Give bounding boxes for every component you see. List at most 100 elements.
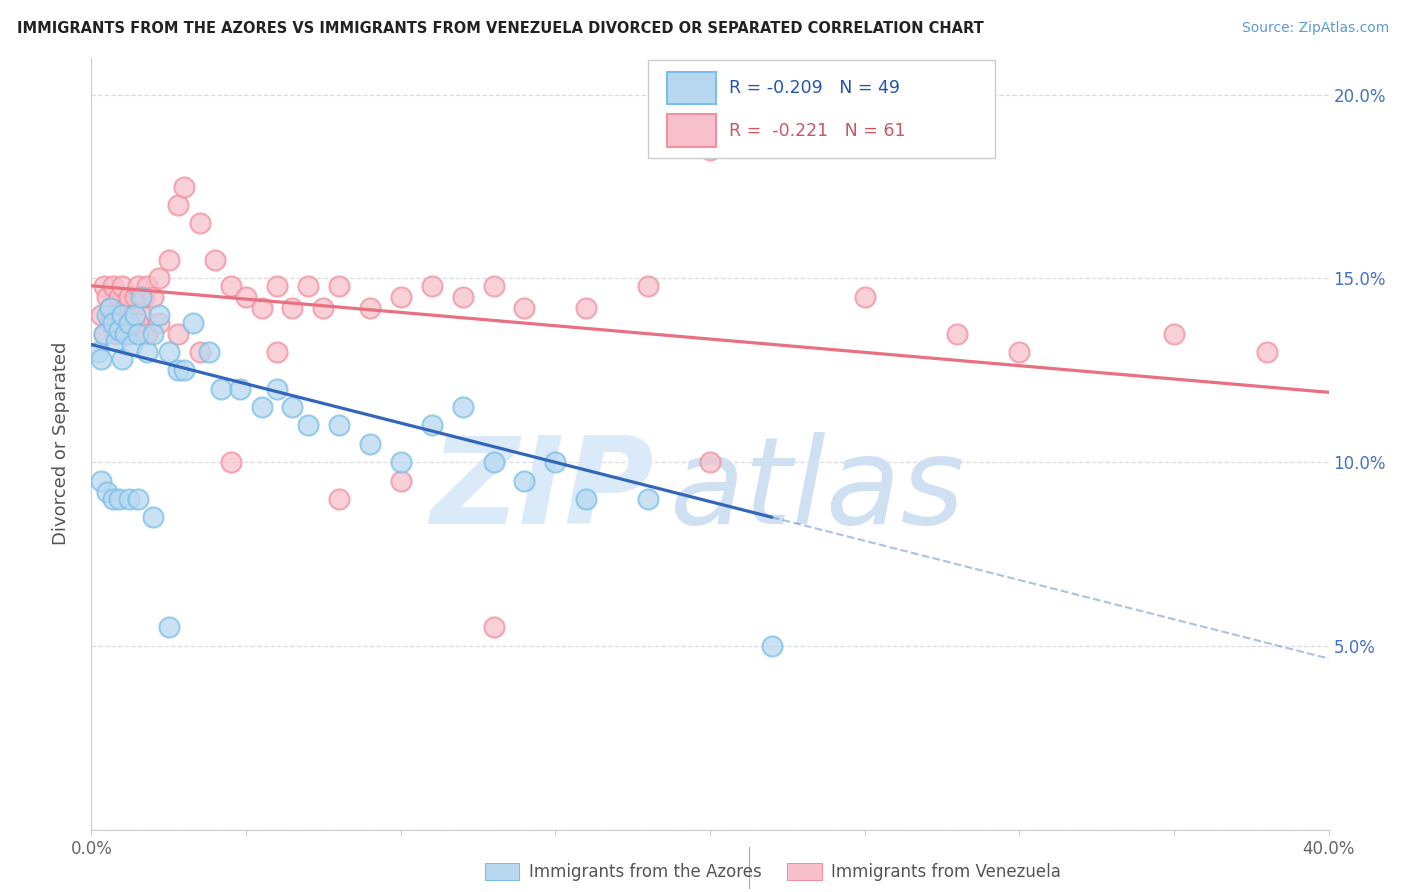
Point — [637, 278, 659, 293]
Point — [108, 491, 131, 506]
Text: ZIP: ZIP — [430, 432, 654, 549]
Point — [359, 436, 381, 450]
Point — [142, 326, 165, 341]
Point — [204, 253, 226, 268]
Point — [136, 345, 159, 359]
Point — [266, 278, 288, 293]
Point — [328, 278, 350, 293]
Point — [761, 639, 783, 653]
Point — [312, 301, 335, 315]
Point — [173, 363, 195, 377]
Point — [105, 326, 128, 341]
Point — [101, 316, 124, 330]
Point — [699, 143, 721, 157]
Point — [142, 510, 165, 524]
Point — [266, 382, 288, 396]
Point — [281, 400, 304, 414]
Point — [96, 308, 118, 322]
Point — [101, 278, 124, 293]
Text: Immigrants from the Azores: Immigrants from the Azores — [529, 863, 762, 881]
Point — [136, 278, 159, 293]
Point — [209, 382, 232, 396]
Point — [451, 290, 474, 304]
Text: IMMIGRANTS FROM THE AZORES VS IMMIGRANTS FROM VENEZUELA DIVORCED OR SEPARATED CO: IMMIGRANTS FROM THE AZORES VS IMMIGRANTS… — [17, 21, 984, 36]
Point — [132, 290, 155, 304]
Point — [389, 455, 412, 469]
FancyBboxPatch shape — [666, 114, 716, 147]
Point — [853, 290, 876, 304]
Point — [637, 491, 659, 506]
Point — [544, 455, 567, 469]
Point — [699, 455, 721, 469]
Point — [513, 474, 536, 488]
Point — [111, 278, 134, 293]
Point — [167, 363, 190, 377]
Point — [183, 316, 205, 330]
Point — [219, 455, 242, 469]
Point — [93, 278, 115, 293]
Point — [90, 352, 112, 367]
Point — [482, 620, 505, 634]
Point — [127, 316, 149, 330]
Point — [117, 491, 139, 506]
Point — [127, 278, 149, 293]
Point — [1163, 326, 1185, 341]
Y-axis label: Divorced or Separated: Divorced or Separated — [52, 343, 70, 545]
Point — [93, 326, 115, 341]
Point — [173, 179, 195, 194]
Point — [297, 418, 319, 433]
Point — [188, 216, 211, 230]
Point — [188, 345, 211, 359]
Point — [108, 323, 131, 337]
Point — [250, 400, 273, 414]
Point — [93, 326, 115, 341]
Point — [108, 290, 131, 304]
Point — [111, 316, 134, 330]
Point — [482, 278, 505, 293]
Point — [98, 316, 121, 330]
Point — [148, 316, 170, 330]
Point — [389, 474, 412, 488]
Point — [359, 301, 381, 315]
Point — [1008, 345, 1031, 359]
Point — [121, 308, 143, 322]
Text: R = -0.209   N = 49: R = -0.209 N = 49 — [728, 79, 900, 97]
Point — [575, 301, 598, 315]
Point — [157, 253, 180, 268]
Text: R =  -0.221   N = 61: R = -0.221 N = 61 — [728, 121, 905, 140]
Point — [127, 326, 149, 341]
Text: Source: ZipAtlas.com: Source: ZipAtlas.com — [1241, 21, 1389, 35]
Point — [114, 301, 136, 315]
Point — [124, 308, 146, 322]
Text: atlas: atlas — [671, 432, 966, 549]
Point — [96, 484, 118, 499]
Point — [157, 620, 180, 634]
Point — [167, 326, 190, 341]
Point — [121, 337, 143, 351]
Point — [124, 290, 146, 304]
Point — [420, 418, 443, 433]
Point — [96, 290, 118, 304]
Point — [266, 345, 288, 359]
Point — [117, 316, 139, 330]
Point — [157, 345, 180, 359]
Point — [117, 326, 139, 341]
Point — [114, 326, 136, 341]
Point — [98, 301, 121, 315]
Point — [105, 334, 128, 348]
Point — [148, 308, 170, 322]
Point — [101, 491, 124, 506]
Point — [235, 290, 257, 304]
Point — [129, 290, 152, 304]
Point — [90, 308, 112, 322]
Point — [250, 301, 273, 315]
Point — [142, 290, 165, 304]
Point — [129, 308, 152, 322]
Point — [117, 290, 139, 304]
Point — [148, 271, 170, 285]
Point — [136, 326, 159, 341]
FancyBboxPatch shape — [666, 71, 716, 104]
Point — [575, 491, 598, 506]
Point — [111, 352, 134, 367]
FancyBboxPatch shape — [648, 60, 994, 158]
